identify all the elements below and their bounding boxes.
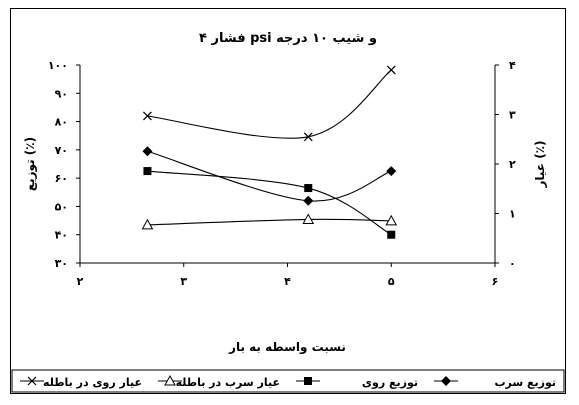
- x-tick-label: ۴: [284, 275, 291, 288]
- legend-marker: [164, 374, 176, 386]
- x-marker-stroke: [143, 111, 152, 121]
- y-left-tick-label: ۷۰: [55, 144, 68, 157]
- legend-box: [11, 369, 565, 393]
- legend-label: توزیع روی: [362, 376, 418, 389]
- legend-marker: [304, 377, 312, 385]
- data-point-series-0: [142, 146, 153, 157]
- data-point-series-0: [303, 195, 314, 206]
- y-left-tick-label: ۴۰: [55, 229, 68, 242]
- data-point-series-0: [386, 166, 397, 177]
- data-point-series-2: [141, 218, 154, 230]
- x-axis-title: نسبت واسطه به بار: [228, 340, 346, 355]
- series-line-0: [147, 150, 392, 202]
- y-left-tick-label: ۶۰: [55, 172, 68, 185]
- y-right-tick-label: ۳: [509, 109, 516, 122]
- y-right-tick-label: ۰: [509, 257, 516, 270]
- legend-marker: [27, 376, 37, 386]
- x-tick-label: ۲: [77, 275, 84, 288]
- data-point-series-2: [302, 213, 315, 224]
- data-point-series-3: [386, 65, 396, 75]
- data-point-series-2: [385, 214, 398, 226]
- y-right-tick-label: ۲: [509, 158, 516, 171]
- y-left-tick-label: ۸۰: [55, 116, 68, 129]
- y-left-tick-label: ۹۰: [55, 87, 68, 100]
- series-markers: [141, 65, 398, 239]
- y-axis-right-title: عیار (٪): [533, 141, 547, 189]
- data-point-series-1: [387, 230, 396, 239]
- x-tick-label: ۳: [180, 275, 187, 288]
- x-tick-label: ۵: [388, 275, 395, 288]
- x-marker-stroke: [303, 132, 313, 142]
- chart-border: [10, 8, 566, 394]
- data-point-series-1: [304, 184, 313, 193]
- x-marker-stroke: [27, 376, 37, 386]
- y-left-tick-label: ۳۰: [55, 257, 68, 270]
- chart-svg: فشار ۴ psi و شیب ۱۰ درجه ۳۰۴۰۵۰۶۰۷۰۸۰۹۰۱…: [10, 8, 566, 394]
- y-right-tick-label: ۴: [509, 59, 516, 72]
- data-point-series-1: [143, 167, 152, 176]
- data-point-series-3: [143, 111, 152, 121]
- axis-labels: ۳۰ ۴۰ ۵۰ ۶۰ ۷۰ ۸۰ ۹۰ ۱۰۰ ۰ ۱ ۲ ۳ ۴ ۲ ۳ ۴ ۵ ۶ نسبت واسطه به…: [23, 59, 547, 355]
- legend-label: عیار روی در باطله: [43, 376, 142, 389]
- x-tick-label: ۶: [492, 275, 499, 288]
- axes-group: [76, 64, 499, 267]
- chart-title: فشار ۴ psi و شیب ۱۰ درجه: [199, 31, 377, 46]
- legend-marker: [441, 376, 451, 386]
- legend-label: عیار سرب در باطله: [176, 376, 280, 389]
- y-right-tick-label: ۱: [509, 208, 516, 221]
- legend-label: توزیع سرب: [494, 376, 556, 389]
- y-left-tick-label: ۱۰۰: [48, 59, 68, 72]
- x-marker-stroke: [386, 65, 396, 75]
- chart-frame: فشار ۴ psi و شیب ۱۰ درجه ۳۰ ۴۰ ۵۰ ۶۰ ۷۰ ۸۰ ۹۰ ۱…: [10, 8, 566, 394]
- legend: توزیع سرب توزیع روی عیار سرب در باطله عیار …: [11, 369, 565, 393]
- series-line-2: [147, 218, 392, 226]
- y-axis-left-title: توزیع (٪): [23, 137, 38, 191]
- y-left-tick-label: ۵۰: [55, 200, 68, 213]
- data-point-series-3: [303, 132, 313, 142]
